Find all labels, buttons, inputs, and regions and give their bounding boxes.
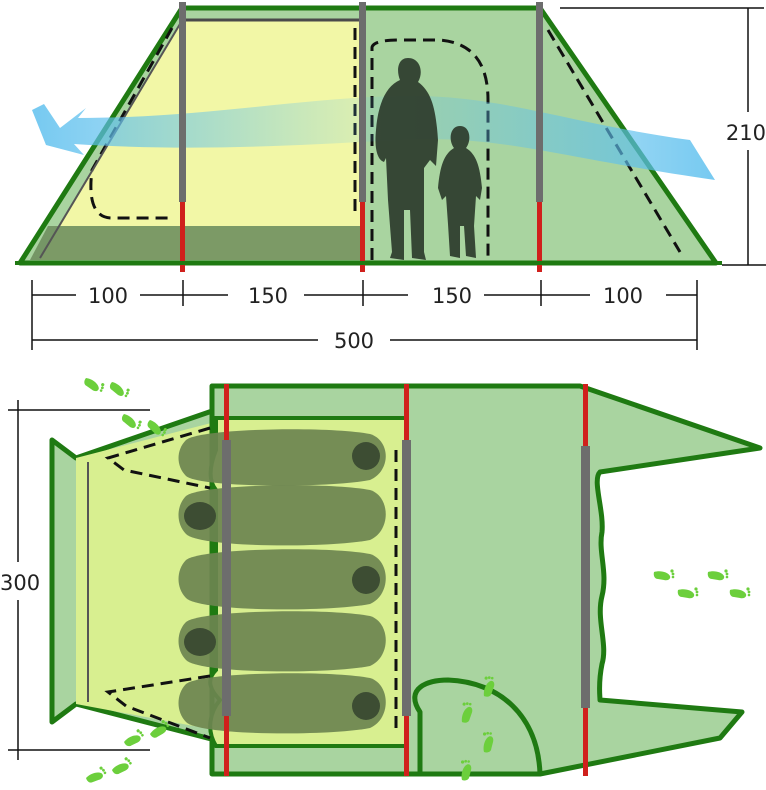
adult-silhouette-icon	[375, 58, 438, 260]
footprints-icon	[84, 718, 171, 786]
pole-1	[179, 2, 186, 272]
pole-2	[359, 2, 366, 272]
height-dimension: 210	[560, 7, 766, 266]
airflow-arrow-icon	[32, 95, 715, 180]
rear-door-dashed-top	[104, 426, 211, 490]
footprints-icon	[82, 375, 169, 439]
sleeping-bag-icon	[178, 549, 386, 610]
height-label: 210	[726, 121, 766, 145]
sleeping-bag-icon	[178, 611, 386, 672]
doorway-dashed-arch	[370, 38, 490, 260]
floor-shade	[30, 226, 362, 260]
width-dimension: 300	[0, 400, 150, 760]
segment-3-label: 150	[432, 284, 472, 308]
footprints-icon	[653, 569, 751, 599]
length-dimensions: 100 150 150 100 500	[31, 280, 698, 353]
width-label: 300	[0, 571, 40, 595]
segment-4-label: 100	[603, 284, 643, 308]
sleeping-bag-icon	[178, 429, 386, 486]
pole-3	[536, 2, 543, 272]
sleeping-bags	[178, 429, 386, 734]
sleeping-bag-icon	[178, 485, 386, 546]
side-view	[15, 2, 722, 272]
pole-top-1	[222, 384, 231, 776]
pole-top-2	[402, 384, 411, 776]
vestibule-door-dashed-right	[546, 29, 682, 253]
total-length-label: 500	[334, 329, 374, 353]
sleeping-bag-icon	[178, 673, 386, 734]
child-silhouette-icon	[438, 126, 482, 258]
pole-top-3	[581, 384, 590, 776]
top-view	[49, 383, 763, 777]
rear-door-dashed-bottom	[104, 674, 211, 740]
segment-2-label: 150	[248, 284, 288, 308]
vestibule-door-dashed-left	[89, 27, 174, 220]
segment-1-label: 100	[88, 284, 128, 308]
